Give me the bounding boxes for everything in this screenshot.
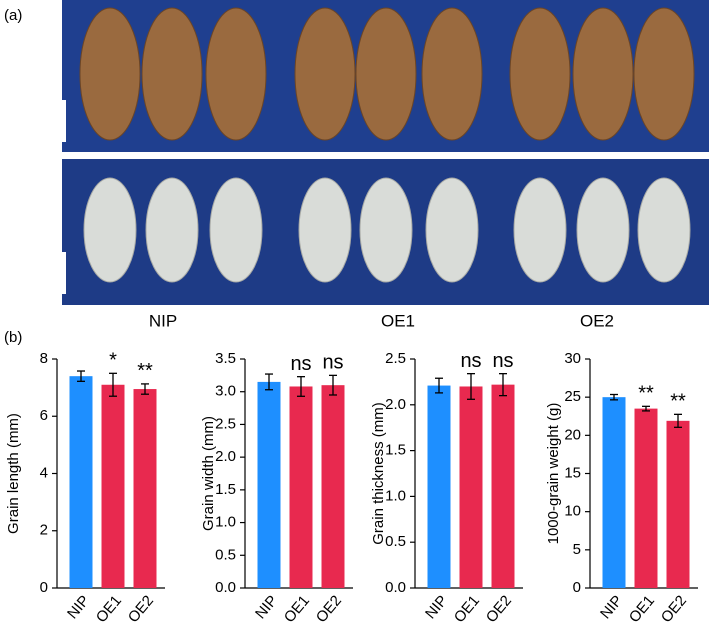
x-tick-label: OE2	[125, 592, 157, 626]
dehulled-grain	[209, 177, 263, 283]
dehulled-grain	[637, 177, 691, 283]
scale-bar	[59, 100, 66, 142]
y-tick-label: 0.0	[215, 579, 236, 596]
dehulled-grain	[83, 177, 137, 283]
bar	[321, 385, 345, 588]
hulled-grain	[509, 7, 571, 141]
x-tick-label: OE1	[626, 592, 658, 626]
significance-label: **	[137, 360, 153, 382]
y-axis-label: 1000-grain weight (g)	[545, 403, 562, 545]
x-tick-label: NIP	[252, 592, 281, 622]
y-tick-label: 0.5	[215, 546, 236, 563]
panel-label: (a)	[4, 7, 22, 24]
significance-label: ns	[460, 350, 481, 372]
y-tick-label: 3.5	[215, 350, 236, 367]
significance-label: *	[109, 350, 117, 372]
y-axis-label: Grain length (mm)	[5, 413, 22, 534]
hulled-grain	[633, 7, 695, 141]
dehulled-grain	[298, 177, 352, 283]
y-tick-label: 30	[564, 350, 581, 367]
y-tick-label: 2.0	[385, 396, 406, 413]
significance-label: ns	[290, 353, 311, 375]
x-tick-label: NIP	[597, 592, 626, 622]
bar	[101, 384, 125, 588]
y-axis-label: Grain thickness (mm)	[370, 402, 387, 545]
y-tick-label: 2.5	[385, 350, 406, 367]
x-tick-label: OE1	[281, 592, 313, 626]
y-axis-label: Grain width (mm)	[200, 416, 217, 531]
significance-label: **	[638, 383, 654, 405]
scale-bar	[59, 252, 66, 294]
dehulled-grain	[576, 177, 630, 283]
dehulled-grain	[145, 177, 199, 283]
y-tick-label: 1.0	[385, 487, 406, 504]
hulled-grain	[355, 7, 417, 141]
bar	[427, 385, 451, 588]
y-tick-label: 0.0	[385, 579, 406, 596]
hulled-grain	[79, 7, 141, 141]
y-tick-label: 0	[573, 579, 581, 596]
y-tick-label: 20	[564, 426, 581, 443]
y-tick-label: 1.5	[215, 481, 236, 498]
x-tick-label: OE1	[93, 592, 125, 626]
bar	[459, 386, 483, 588]
y-tick-label: 25	[564, 388, 581, 405]
y-tick-label: 1.0	[215, 514, 236, 531]
y-tick-label: 1.5	[385, 442, 406, 459]
x-tick-label: NIP	[64, 592, 93, 622]
bar	[257, 381, 281, 588]
hulled-grain	[205, 7, 267, 141]
bar	[133, 389, 157, 588]
bar	[491, 384, 515, 588]
dehulled-grain	[513, 177, 567, 283]
hulled-grain	[141, 7, 203, 141]
bar	[634, 408, 658, 588]
photo-label: OE1	[381, 311, 415, 330]
hulled-grain	[572, 7, 634, 141]
y-tick-label: 10	[564, 503, 581, 520]
dehulled-grain	[359, 177, 413, 283]
y-tick-label: 2	[40, 522, 48, 539]
hulled-grain	[421, 7, 483, 141]
bar	[69, 376, 93, 588]
y-tick-label: 8	[40, 350, 48, 367]
y-tick-label: 0	[40, 579, 48, 596]
y-tick-label: 3.0	[215, 383, 236, 400]
x-tick-label: OE2	[313, 592, 345, 626]
photo-label: NIP	[149, 311, 177, 330]
hulled-grain	[294, 7, 356, 141]
y-tick-label: 6	[40, 407, 48, 424]
y-tick-label: 2.0	[215, 448, 236, 465]
y-tick-label: 5	[573, 541, 581, 558]
bar	[289, 386, 313, 588]
y-tick-label: 15	[564, 464, 581, 481]
x-tick-label: OE2	[483, 592, 515, 626]
bar	[666, 420, 690, 588]
significance-label: ns	[322, 352, 343, 374]
x-tick-label: NIP	[422, 592, 451, 622]
dehulled-grain	[425, 177, 479, 283]
grains	[79, 7, 695, 283]
significance-label: ns	[492, 350, 513, 372]
significance-label: **	[670, 391, 686, 413]
x-tick-label: OE1	[451, 592, 483, 626]
y-tick-label: 2.5	[215, 415, 236, 432]
photo-label: OE2	[580, 311, 614, 330]
y-tick-label: 0.5	[385, 533, 406, 550]
x-tick-label: OE2	[658, 592, 690, 626]
y-tick-label: 4	[40, 464, 48, 481]
panel-label: (b)	[4, 329, 22, 346]
bar	[602, 397, 626, 588]
